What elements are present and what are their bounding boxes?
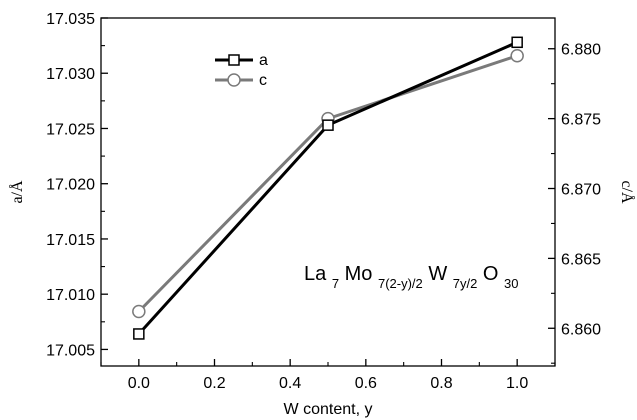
y-right-tick-label: 6.865: [561, 251, 601, 268]
y-right-tick-label: 6.870: [561, 182, 601, 199]
plot-frame: [100, 17, 556, 367]
data-point-a: [511, 36, 523, 49]
x-tick-label: 0.0: [128, 375, 150, 392]
data-point-c: [132, 304, 146, 319]
formula-annotation: La 7 Mo 7(2-y)/2 W 7y/2 O 30: [304, 263, 519, 291]
legend-marker-a: [228, 54, 240, 66]
x-axis-label: W content, y: [284, 401, 373, 418]
y-left-tick-label: 17.030: [46, 66, 95, 83]
y-left-axis-ticks: 17.005 17.010 17.015 17.020 17.025 17.030 17.0…: [46, 11, 108, 359]
series-layer: [132, 36, 524, 340]
x-tick-label: 0.6: [355, 375, 377, 392]
y-right-axis-ticks: 6.860 6.865 6.870 6.875 6.880: [548, 42, 601, 364]
x-tick-label: 0.8: [430, 375, 452, 392]
legend-label-c: c: [259, 72, 267, 89]
legend-marker-c: [227, 73, 241, 87]
x-axis-ticks: 0.0 0.2 0.4 0.6 0.8 1.0: [100, 359, 556, 392]
y-right-tick-label: 6.880: [561, 42, 601, 59]
y-right-tick-label: 6.860: [561, 321, 601, 338]
formula-w-subscript: 7y/2: [453, 276, 478, 291]
y-left-axis-label: a/Å: [8, 180, 26, 204]
formula-o-subscript: 30: [504, 276, 518, 291]
y-left-tick-label: 17.035: [46, 11, 95, 28]
formula-o: O: [483, 263, 499, 285]
data-point-a: [133, 328, 145, 340]
formula-w: W: [428, 263, 447, 285]
legend-label-a: a: [259, 52, 268, 69]
legend: ac: [215, 52, 268, 89]
formula-mo: Mo: [345, 263, 373, 285]
y-left-tick-label: 17.015: [46, 232, 95, 249]
y-left-tick-label: 17.005: [46, 342, 95, 359]
y-left-tick-label: 17.010: [46, 287, 95, 304]
y-left-tick-label: 17.025: [46, 121, 95, 138]
x-tick-label: 0.4: [279, 375, 301, 392]
x-tick-label: 1.0: [506, 375, 528, 392]
data-point-a: [322, 119, 334, 131]
plot-area-border: [100, 17, 556, 367]
y-right-axis-label: c/Å: [618, 180, 636, 204]
x-tick-label: 0.2: [203, 375, 225, 392]
formula-mo-subscript: 7(2-y)/2: [378, 276, 423, 291]
y-right-tick-label: 6.875: [561, 112, 601, 129]
y-left-tick-label: 17.020: [46, 177, 95, 194]
formula-la-subscript: 7: [332, 276, 339, 291]
data-point-c: [510, 48, 524, 63]
formula-la: La: [304, 263, 327, 285]
